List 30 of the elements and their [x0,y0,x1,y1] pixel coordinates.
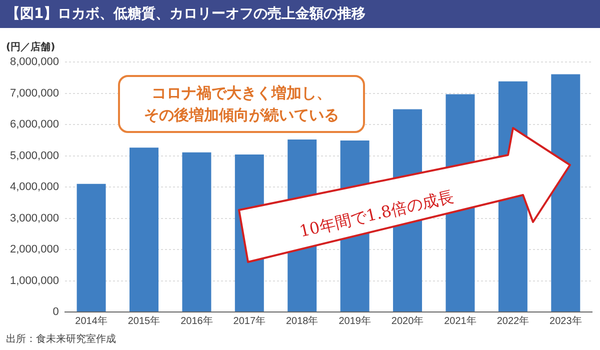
x-tick-label: 2018年 [286,314,318,327]
bar [76,184,106,312]
bar [551,74,580,312]
y-tick-label: 4,000,000 [10,181,59,194]
x-tick-label: 2022年 [496,314,530,327]
text: 出所：食未来研究室作成 [6,332,116,346]
x-tick-label: 2023年 [550,314,582,327]
y-tick-label: 2,000,000 [10,244,59,256]
x-tick-label: 2017年 [233,314,266,327]
y-tick-label: 8,000,000 [10,56,59,68]
y-tick-label: 0 [52,306,59,318]
y-tick-label: 1,000,000 [10,274,59,287]
x-tick-label: 2015年 [128,314,160,327]
chart-title: 【図1】ロカボ、低糖質、カロリーオフの売上金額の推移 [0,0,600,28]
x-tick-label: 2020年 [391,314,424,327]
bar [182,152,212,312]
annotation: 10年間で1.8倍の成長 [298,186,456,243]
bar [130,148,158,312]
y-tick-label: 5,000,000 [10,150,59,162]
x-tick-label: 2016年 [180,314,213,327]
x-tick-label: 2021年 [444,314,476,327]
annotation: コロナ禍で大きく増加し、 [150,83,332,104]
y-axis-title: (円／店舗) [6,41,56,53]
annotation: その後増加傾向が続いている [143,105,340,126]
y-tick-label: 6,000,000 [10,118,59,131]
x-tick-label: 2019年 [338,314,371,327]
y-tick-label: 7,000,000 [10,87,59,100]
y-tick-label: 3,000,000 [10,212,59,224]
x-tick-label: 2014年 [75,314,108,327]
callout-box: コロナ禍で大きく増加し、 その後増加傾向が続いている [118,75,365,133]
